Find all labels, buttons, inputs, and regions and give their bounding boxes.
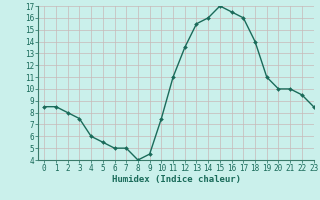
X-axis label: Humidex (Indice chaleur): Humidex (Indice chaleur) [111,175,241,184]
